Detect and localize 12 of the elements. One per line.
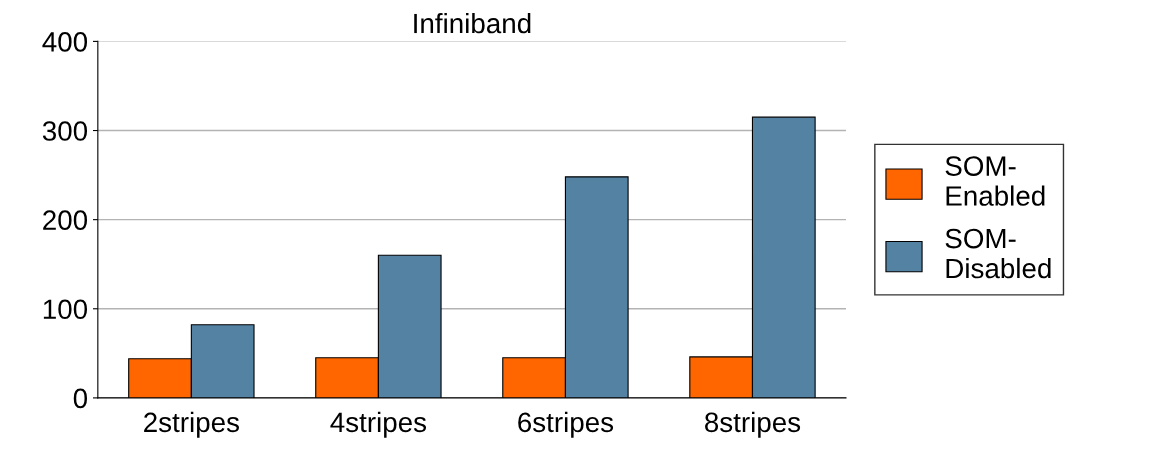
y-tick-label: 300 — [42, 121, 88, 141]
x-tick-label: 4stripes — [330, 411, 427, 438]
x-tick-label: 6stripes — [518, 411, 614, 438]
legend-label: SOM- Disabled — [945, 228, 1051, 279]
y-tick-label: 0 — [73, 388, 88, 409]
y-tick-label: 200 — [43, 210, 88, 230]
x-tick-label: 2stripes — [144, 411, 239, 438]
legend-label: SOM- Enabled — [945, 156, 1045, 206]
x-tick-label: 8stripes — [705, 411, 801, 438]
y-tick-label: 100 — [43, 299, 88, 320]
y-tick-label: 400 — [42, 32, 88, 52]
chart-title: Infiniband — [414, 12, 531, 34]
